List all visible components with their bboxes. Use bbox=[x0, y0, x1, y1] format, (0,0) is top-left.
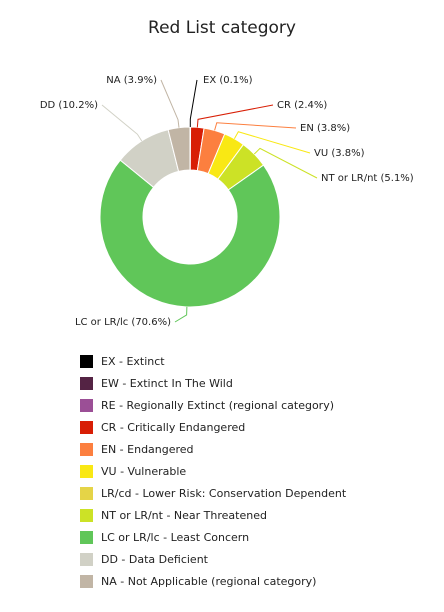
chart-title: Red List category bbox=[148, 18, 296, 38]
legend-label: CR - Critically Endangered bbox=[101, 420, 246, 434]
legend-item[interactable]: CR - Critically Endangered bbox=[80, 416, 346, 438]
legend-label: NT or LR/nt - Near Threatened bbox=[101, 508, 267, 522]
legend-swatch bbox=[80, 530, 93, 544]
legend-item[interactable]: VU - Vulnerable bbox=[80, 460, 346, 482]
leader-line-cr bbox=[196, 104, 274, 128]
legend-item[interactable]: EW - Extinct In The Wild bbox=[80, 372, 346, 394]
legend-item[interactable]: NT or LR/nt - Near Threatened bbox=[80, 504, 346, 526]
slice-lc[interactable] bbox=[99, 159, 281, 308]
legend-swatch bbox=[80, 464, 93, 478]
legend-item[interactable]: LC or LR/lc - Least Concern bbox=[80, 526, 346, 548]
legend-label: EX - Extinct bbox=[101, 354, 165, 368]
legend-swatch bbox=[80, 574, 93, 588]
slice-label-dd: DD (10.2%) bbox=[40, 100, 98, 111]
legend-label: NA - Not Applicable (regional category) bbox=[101, 574, 317, 588]
slice-na[interactable] bbox=[167, 126, 191, 173]
leader-line-en bbox=[214, 122, 297, 131]
legend-label: LC or LR/lc - Least Concern bbox=[101, 530, 250, 544]
slice-label-lc: LC or LR/lc (70.6%) bbox=[75, 317, 171, 328]
leader-line-nt bbox=[253, 147, 318, 179]
legend-item[interactable]: RE - Regionally Extinct (regional catego… bbox=[80, 394, 346, 416]
legend-swatch bbox=[80, 354, 93, 368]
legend-swatch bbox=[80, 508, 93, 522]
leader-line-ex bbox=[189, 79, 198, 128]
legend-swatch bbox=[80, 486, 93, 500]
legend-label: EW - Extinct In The Wild bbox=[101, 376, 233, 390]
slice-label-en: EN (3.8%) bbox=[300, 123, 350, 134]
legend-item[interactable]: DD - Data Deficient bbox=[80, 548, 346, 570]
legend-swatch bbox=[80, 442, 93, 456]
legend-item[interactable]: EX - Extinct bbox=[80, 350, 346, 372]
legend-label: VU - Vulnerable bbox=[101, 464, 187, 478]
legend-label: LR/cd - Lower Risk: Conservation Depende… bbox=[101, 486, 347, 500]
legend-label: EN - Endangered bbox=[101, 442, 194, 456]
legend-item[interactable]: LR/cd - Lower Risk: Conservation Depende… bbox=[80, 482, 346, 504]
legend-item[interactable]: NA - Not Applicable (regional category) bbox=[80, 570, 346, 592]
slice-label-na: NA (3.9%) bbox=[106, 75, 157, 86]
leader-line-vu bbox=[233, 131, 311, 154]
leader-line-dd bbox=[101, 104, 143, 142]
legend-swatch bbox=[80, 420, 93, 434]
legend-item[interactable]: EN - Endangered bbox=[80, 438, 346, 460]
slice-label-cr: CR (2.4%) bbox=[277, 100, 327, 111]
leader-line-na bbox=[160, 79, 180, 128]
chart-legend: EX - Extinct EW - Extinct In The Wild RE -… bbox=[80, 350, 346, 592]
slice-label-ex: EX (0.1%) bbox=[203, 75, 253, 86]
leader-line-lc bbox=[174, 306, 188, 323]
legend-label: RE - Regionally Extinct (regional catego… bbox=[101, 398, 335, 412]
donut-chart: EX (0.1%) CR (2.4%) EN (3.8%) VU (3.8%) NT o… bbox=[40, 75, 414, 328]
slice-label-nt: NT or LR/nt (5.1%) bbox=[321, 173, 414, 184]
legend-swatch bbox=[80, 398, 93, 412]
slice-label-vu: VU (3.8%) bbox=[314, 148, 365, 159]
legend-swatch bbox=[80, 552, 93, 566]
legend-swatch bbox=[80, 376, 93, 390]
legend-label: DD - Data Deficient bbox=[101, 552, 208, 566]
